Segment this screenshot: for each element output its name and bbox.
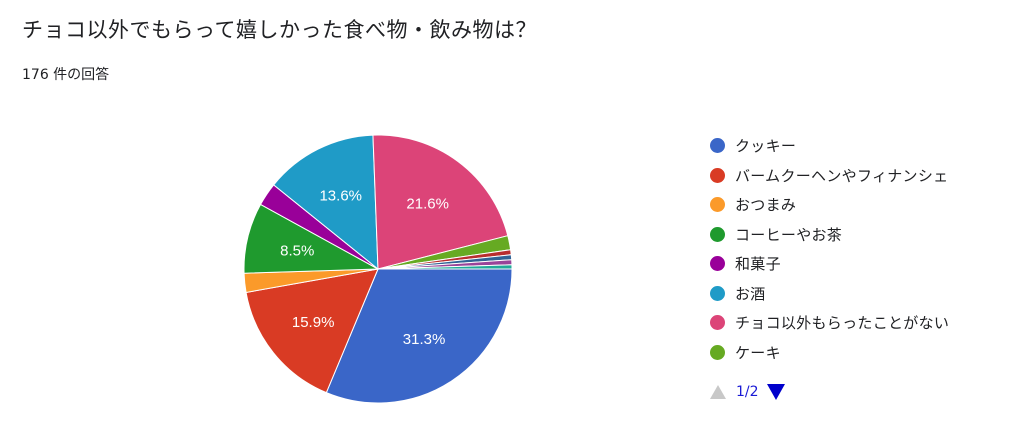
legend-label: クッキー	[735, 137, 797, 156]
legend-swatch	[710, 138, 725, 154]
legend-swatch	[710, 197, 725, 213]
pie-slice[interactable]	[377, 264, 513, 270]
legend-swatch	[710, 256, 725, 272]
legend-swatch	[710, 315, 725, 331]
pie-chart: 31.3% 15.9% 8.5% 13.6% 21.6%	[243, 134, 513, 404]
legend-item: クッキー	[710, 131, 949, 161]
legend: クッキーバームクーヘンやフィナンシェ おつまみコーヒーやお茶 和菓子お酒チョコ以外も…	[710, 131, 949, 367]
legend-item: バームクーヘンやフィナンシェ	[710, 161, 949, 191]
page-indicator: 1/2	[736, 384, 759, 400]
legend-item: チョコ以外もらったことがない	[710, 308, 949, 338]
legend-label: ケーキ	[735, 343, 781, 362]
legend-item: お酒	[710, 279, 949, 309]
chart-title: チョコ以外でもらって嬉しかった食べ物・飲み物は？	[22, 18, 537, 42]
legend-label: 和菓子	[735, 255, 781, 274]
slice-percent-label: 21.6%	[406, 195, 449, 212]
legend-label: チョコ以外もらったことがない	[735, 314, 950, 333]
pie-slice[interactable]	[372, 134, 509, 270]
legend-label: おつまみ	[735, 196, 797, 215]
response-count: 176 件の回答	[22, 67, 110, 83]
legend-label: バームクーヘンやフィナンシェ	[735, 166, 949, 185]
legend-item: おつまみ	[710, 190, 949, 220]
slice-percent-label: 15.9%	[292, 314, 335, 331]
legend-item: ケーキ	[710, 338, 949, 368]
legend-label: コーヒーやお茶	[735, 225, 843, 244]
legend-swatch	[710, 167, 725, 183]
legend-pager: 1/2	[710, 384, 785, 400]
pie-slice[interactable]	[325, 268, 513, 404]
slice-percent-label: 13.6%	[319, 188, 362, 205]
legend-swatch	[710, 285, 725, 301]
next-page-icon[interactable]	[766, 384, 785, 400]
previous-page-icon	[710, 385, 726, 399]
pie-slice[interactable]	[272, 134, 379, 271]
legend-item: コーヒーやお茶	[710, 220, 949, 250]
legend-item: 和菓子	[710, 249, 949, 279]
pie-slice[interactable]	[245, 268, 379, 394]
legend-swatch	[710, 344, 725, 360]
slice-percent-label: 8.5%	[280, 243, 314, 260]
legend-swatch	[710, 226, 725, 242]
slice-percent-label: 31.3%	[403, 331, 446, 348]
legend-label: お酒	[735, 284, 766, 303]
